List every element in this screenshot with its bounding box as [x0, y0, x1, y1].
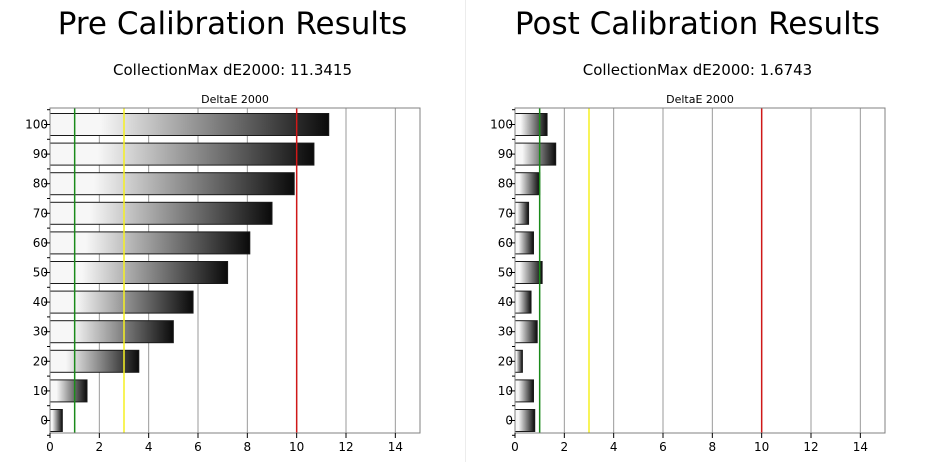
y-tick-label: 20 [33, 354, 48, 368]
x-tick-label: 4 [145, 440, 153, 454]
chart-subtitle: CollectionMax dE2000: 1.6743 [582, 61, 813, 79]
post-calibration-panel: Post Calibration Results CollectionMax d… [465, 0, 930, 462]
y-tick-label: 90 [498, 147, 513, 161]
bar [514, 320, 538, 344]
bar [514, 201, 530, 225]
y-tick-label: 0 [40, 414, 48, 428]
y-tick-label: 100 [25, 118, 48, 132]
bar [49, 261, 229, 284]
plot-frame [49, 107, 421, 434]
bar [514, 142, 557, 166]
bar [49, 349, 140, 373]
y-tick-label: 100 [490, 118, 513, 132]
pre-calibration-panel: Pre Calibration Results CollectionMax dE… [25, 6, 421, 454]
x-tick-label: 0 [46, 440, 54, 454]
bar [514, 379, 534, 403]
x-tick-label: 2 [96, 440, 104, 454]
y-tick-label: 70 [33, 206, 48, 220]
bar [49, 201, 273, 225]
x-tick-label: 10 [289, 440, 304, 454]
bar [514, 409, 536, 432]
x-tick-label: 10 [754, 440, 769, 454]
x-tick-label: 2 [561, 440, 569, 454]
plot-title: DeltaE 2000 [666, 93, 734, 106]
x-tick-label: 0 [511, 440, 519, 454]
x-tick-label: 14 [388, 440, 403, 454]
plot-title: DeltaE 2000 [201, 93, 269, 106]
bar [514, 349, 523, 373]
bar [514, 231, 534, 255]
y-tick-label: 40 [498, 295, 513, 309]
bar [49, 290, 194, 314]
bar [49, 142, 315, 166]
y-tick-label: 50 [498, 266, 513, 280]
y-tick-label: 30 [33, 325, 48, 339]
chart-title: Pre Calibration Results [57, 6, 408, 42]
y-tick-label: 70 [498, 206, 513, 220]
bar [49, 113, 330, 136]
bar [49, 409, 63, 432]
x-tick-label: 6 [659, 440, 667, 454]
bar [49, 320, 174, 344]
x-tick-label: 6 [194, 440, 202, 454]
x-tick-label: 12 [338, 440, 353, 454]
y-tick-label: 50 [33, 266, 48, 280]
x-tick-label: 4 [610, 440, 618, 454]
bar [514, 290, 532, 314]
bar [49, 172, 295, 196]
x-tick-label: 12 [803, 440, 818, 454]
bar [49, 231, 251, 255]
x-tick-label: 14 [853, 440, 868, 454]
y-tick-label: 20 [498, 354, 513, 368]
bar [514, 261, 543, 284]
y-tick-label: 90 [33, 147, 48, 161]
y-tick-label: 80 [33, 177, 48, 191]
panel-divider [465, 0, 466, 462]
y-tick-label: 40 [33, 295, 48, 309]
y-tick-label: 60 [33, 236, 48, 250]
bar [514, 172, 541, 196]
chart-subtitle: CollectionMax dE2000: 11.3415 [113, 61, 352, 79]
bar [49, 379, 88, 403]
y-tick-label: 60 [498, 236, 513, 250]
y-tick-label: 10 [498, 384, 513, 398]
x-tick-label: 8 [709, 440, 717, 454]
y-tick-label: 10 [33, 384, 48, 398]
y-tick-label: 0 [505, 414, 513, 428]
chart-title: Post Calibration Results [514, 6, 881, 42]
x-tick-label: 8 [244, 440, 252, 454]
plot-frame [514, 107, 886, 434]
y-tick-label: 30 [498, 325, 513, 339]
bar [514, 113, 548, 136]
y-tick-label: 80 [498, 177, 513, 191]
